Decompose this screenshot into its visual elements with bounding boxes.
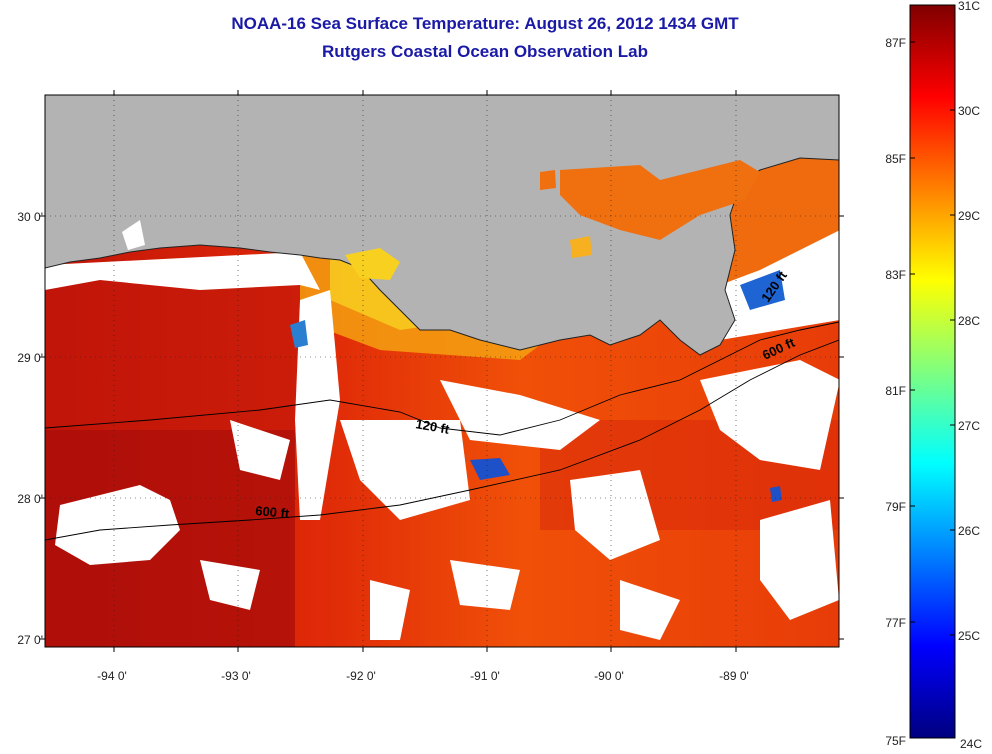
celsius-label: 24C: [960, 737, 982, 751]
lon-label: -92 0': [346, 669, 376, 683]
celsius-label: 29C: [958, 209, 980, 223]
lat-label: 28 0': [17, 492, 43, 506]
sst-field: [45, 95, 839, 647]
lon-label: -90 0': [594, 669, 624, 683]
lon-label: -94 0': [97, 669, 127, 683]
lake-spot: [540, 170, 556, 190]
contour-600ft: [45, 339, 839, 541]
warm-patch-w: [45, 280, 305, 430]
lon-labels: -94 0' -93 0' -92 0' -91 0' -90 0' -89 0…: [97, 669, 749, 683]
celsius-labels: 31C 30C 29C 28C 27C 26C 25C 24C: [958, 0, 982, 751]
lat-label: 30 0': [17, 210, 43, 224]
bay-water-west: [345, 248, 400, 280]
graticule: [45, 95, 839, 647]
figure-title: NOAA-16 Sea Surface Temperature: August …: [231, 14, 739, 33]
fahrenheit-label: 77F: [885, 616, 906, 630]
lon-label: -91 0': [470, 669, 500, 683]
figure-subtitle: Rutgers Coastal Ocean Observation Lab: [322, 42, 648, 61]
lat-labels: 30 0' 29 0' 28 0' 27 0': [17, 210, 43, 647]
fahrenheit-label: 87F: [885, 36, 906, 50]
cool-spot-west: [290, 320, 308, 348]
celsius-label: 26C: [958, 524, 980, 538]
contour-label: 120 ft: [414, 416, 451, 437]
contour-120ft: [45, 321, 839, 436]
map-frame: [44, 94, 840, 648]
cool-spot-delta: [740, 270, 785, 310]
cool-spot-east: [770, 486, 782, 502]
fahrenheit-label: 83F: [885, 268, 906, 282]
depth-contours: [45, 321, 839, 541]
colorbar-gradient: [909, 4, 956, 739]
celsius-label: 27C: [958, 419, 980, 433]
lon-label: -93 0': [221, 669, 251, 683]
colorbar: 31C 30C 29C 28C 27C 26C 25C 24C 87F 85F …: [885, 0, 982, 751]
celsius-label: 25C: [958, 629, 980, 643]
fahrenheit-label: 81F: [885, 384, 906, 398]
inland-cloud: [122, 220, 145, 250]
land-mass: [45, 95, 839, 356]
fahrenheit-label: 85F: [885, 152, 906, 166]
bay-water-east: [560, 160, 760, 240]
map-ticks: [40, 90, 844, 652]
cool-spot-center: [470, 458, 510, 480]
celsius-label: 30C: [958, 104, 980, 118]
fahrenheit-label: 79F: [885, 500, 906, 514]
fahrenheit-labels: 87F 85F 83F 81F 79F 77F 75F: [885, 36, 906, 748]
fahrenheit-label: 75F: [885, 734, 906, 748]
lake-spot-2: [570, 236, 592, 258]
contour-label: 600 ft: [255, 503, 291, 521]
colorbar-ticks: [910, 41, 955, 636]
lon-label: -89 0': [719, 669, 749, 683]
celsius-label: 28C: [958, 314, 980, 328]
lat-label: 29 0': [17, 351, 43, 365]
lat-label: 27 0': [17, 633, 43, 647]
celsius-label: 31C: [958, 0, 980, 13]
map-plot: 120 ft 120 ft 600 ft 600 ft: [17, 90, 844, 683]
